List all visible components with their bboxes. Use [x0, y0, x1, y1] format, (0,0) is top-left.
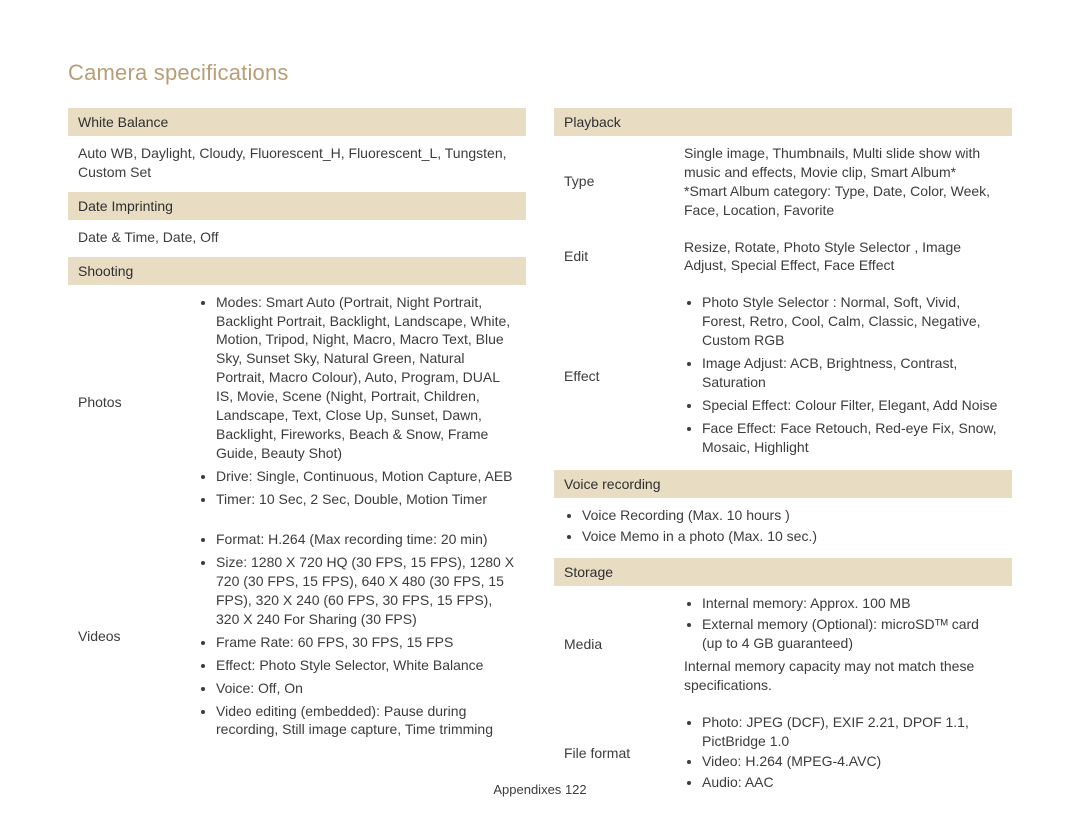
page: Camera specifications White Balance Auto…: [0, 0, 1080, 815]
row-value: Modes: Smart Auto (Portrait, Night Portr…: [188, 285, 526, 523]
white-balance-text: Auto WB, Daylight, Cloudy, Fluorescent_H…: [68, 136, 526, 192]
list-item: Photo Style Selector : Normal, Soft, Viv…: [702, 293, 1002, 350]
row-value: Format: H.264 (Max recording time: 20 mi…: [188, 522, 526, 753]
columns: White Balance Auto WB, Daylight, Cloudy,…: [68, 108, 1012, 804]
list-item: Frame Rate: 60 FPS, 30 FPS, 15 FPS: [216, 633, 516, 652]
list-item: Size: 1280 X 720 HQ (30 FPS, 15 FPS), 12…: [216, 553, 516, 629]
shooting-table: Photos Modes: Smart Auto (Portrait, Nigh…: [68, 285, 526, 754]
storage-table: Media Internal memory: Approx. 100 MB Ex…: [554, 586, 1012, 804]
list-item: Modes: Smart Auto (Portrait, Night Portr…: [216, 293, 516, 463]
left-column: White Balance Auto WB, Daylight, Cloudy,…: [68, 108, 526, 804]
row-key: Media: [554, 586, 674, 704]
list-item: External memory (Optional): microSDᵀᴹ ca…: [702, 615, 1002, 653]
list-item: Video: H.264 (MPEG-4.AVC): [702, 752, 1002, 771]
table-row: Type Single image, Thumbnails, Multi sli…: [554, 136, 1012, 230]
row-key: Edit: [554, 230, 674, 286]
row-value: Single image, Thumbnails, Multi slide sh…: [674, 136, 1012, 230]
list-item: Timer: 10 Sec, 2 Sec, Double, Motion Tim…: [216, 490, 516, 509]
page-title: Camera specifications: [68, 60, 1012, 86]
bullet-list: Internal memory: Approx. 100 MB External…: [684, 594, 1002, 653]
section-date-imprinting: Date Imprinting: [68, 192, 526, 220]
right-column: Playback Type Single image, Thumbnails, …: [554, 108, 1012, 804]
storage-note: Internal memory capacity may not match t…: [684, 657, 1002, 695]
row-key: Videos: [68, 522, 188, 753]
list-item: Drive: Single, Continuous, Motion Captur…: [216, 467, 516, 486]
voice-recording-cell: Voice Recording (Max. 10 hours ) Voice M…: [554, 498, 1012, 558]
section-white-balance: White Balance: [68, 108, 526, 136]
row-key: Type: [554, 136, 674, 230]
table-row: Effect Photo Style Selector : Normal, So…: [554, 285, 1012, 470]
list-item: Special Effect: Colour Filter, Elegant, …: [702, 396, 1002, 415]
footer-label: Appendixes: [493, 782, 561, 797]
row-key: Photos: [68, 285, 188, 523]
list-item: Photo: JPEG (DCF), EXIF 2.21, DPOF 1.1, …: [702, 713, 1002, 751]
bullet-list: Modes: Smart Auto (Portrait, Night Portr…: [198, 293, 516, 509]
list-item: Video editing (embedded): Pause during r…: [216, 702, 516, 740]
bullet-list: Voice Recording (Max. 10 hours ) Voice M…: [564, 506, 1002, 546]
row-value: Photo Style Selector : Normal, Soft, Viv…: [674, 285, 1012, 470]
list-item: Voice: Off, On: [216, 679, 516, 698]
date-imprinting-text: Date & Time, Date, Off: [68, 220, 526, 257]
section-storage: Storage: [554, 558, 1012, 586]
list-item: Internal memory: Approx. 100 MB: [702, 594, 1002, 613]
section-playback: Playback: [554, 108, 1012, 136]
bullet-list: Photo: JPEG (DCF), EXIF 2.21, DPOF 1.1, …: [684, 713, 1002, 793]
playback-table: Type Single image, Thumbnails, Multi sli…: [554, 136, 1012, 470]
list-item: Format: H.264 (Max recording time: 20 mi…: [216, 530, 516, 549]
table-row: Media Internal memory: Approx. 100 MB Ex…: [554, 586, 1012, 704]
bullet-list: Photo Style Selector : Normal, Soft, Viv…: [684, 293, 1002, 456]
list-item: Image Adjust: ACB, Brightness, Contrast,…: [702, 354, 1002, 392]
list-item: Voice Recording (Max. 10 hours ): [582, 506, 1002, 525]
list-item: Face Effect: Face Retouch, Red-eye Fix, …: [702, 419, 1002, 457]
table-row: Edit Resize, Rotate, Photo Style Selecto…: [554, 230, 1012, 286]
list-item: Effect: Photo Style Selector, White Bala…: [216, 656, 516, 675]
bullet-list: Format: H.264 (Max recording time: 20 mi…: [198, 530, 516, 739]
table-row: Videos Format: H.264 (Max recording time…: [68, 522, 526, 753]
list-item: Voice Memo in a photo (Max. 10 sec.): [582, 527, 1002, 546]
footer-page: 122: [565, 782, 587, 797]
section-voice-recording: Voice recording: [554, 470, 1012, 498]
table-row: Photos Modes: Smart Auto (Portrait, Nigh…: [68, 285, 526, 523]
page-footer: Appendixes 122: [0, 782, 1080, 797]
row-value: Resize, Rotate, Photo Style Selector , I…: [674, 230, 1012, 286]
row-key: Effect: [554, 285, 674, 470]
section-shooting: Shooting: [68, 257, 526, 285]
row-value: Internal memory: Approx. 100 MB External…: [674, 586, 1012, 704]
